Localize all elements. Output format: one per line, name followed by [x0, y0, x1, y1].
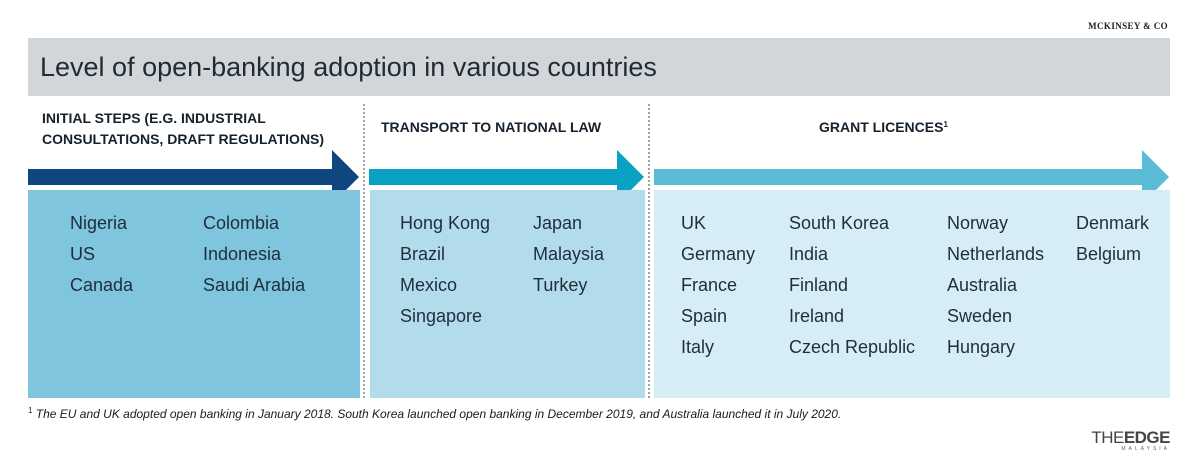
country-item: France	[681, 275, 738, 295]
country-item: Brazil	[400, 244, 446, 264]
country-item: Spain	[681, 306, 728, 326]
stage-3-arrow-shape	[654, 150, 1169, 204]
stage-3-column-1: UK Germany France Spain Italy	[681, 208, 755, 363]
country-item: Colombia	[203, 213, 280, 233]
divider-1	[363, 104, 365, 398]
country-item: US	[70, 244, 96, 264]
country-item: Saudi Arabia	[203, 275, 306, 295]
country-item: Norway	[947, 213, 1009, 233]
country-item: Netherlands	[947, 244, 1045, 264]
title-bar: Level of open-banking adoption in variou…	[28, 38, 1170, 96]
footnote: 1 The EU and UK adopted open banking in …	[28, 406, 841, 421]
publisher-logo: THEEDGE MALAYSIA	[1091, 428, 1170, 452]
page-title: Level of open-banking adoption in variou…	[40, 52, 657, 82]
logo-sub: MALAYSIA	[1121, 446, 1170, 452]
country-item: South Korea	[789, 213, 890, 233]
stage-3-heading-line-1: GRANT LICENCES	[819, 119, 944, 135]
country-item: Finland	[789, 275, 849, 295]
country-item: Hong Kong	[400, 213, 491, 233]
footnote-marker: 1	[943, 120, 948, 129]
country-item: Australia	[947, 275, 1018, 295]
stage-3-heading: GRANT LICENCES1	[819, 117, 948, 138]
country-item: Italy	[681, 337, 715, 357]
stage-3-column-3: Norway Netherlands Australia Sweden Hung…	[947, 208, 1044, 363]
country-item: India	[789, 244, 829, 264]
stage-1-heading: INITIAL STEPS (E.G. INDUSTRIAL CONSULTAT…	[42, 108, 324, 150]
country-item: Canada	[70, 275, 134, 295]
stage-1-panel: Nigeria US Canada Colombia Indonesia Sau…	[28, 190, 360, 398]
footnote-marker-number: 1	[28, 406, 33, 415]
country-item: Germany	[681, 244, 756, 264]
country-item: Nigeria	[70, 213, 128, 233]
stage-2-heading: TRANSPORT TO NATIONAL LAW	[381, 117, 601, 138]
footnote-text: The EU and UK adopted open banking in Ja…	[32, 407, 842, 421]
stage-3-column-4: Denmark Belgium	[1076, 208, 1149, 270]
country-item: Belgium	[1076, 244, 1142, 264]
country-item: Ireland	[789, 306, 845, 326]
country-item: UK	[681, 213, 707, 233]
logo-edge: EDGE	[1123, 428, 1171, 447]
stage-2-arrow-shape	[369, 150, 644, 204]
logo-the: THE	[1091, 428, 1124, 447]
country-item: Czech Republic	[789, 337, 916, 357]
country-item: Malaysia	[533, 244, 605, 264]
country-item: Hungary	[947, 337, 1016, 357]
country-item: Turkey	[533, 275, 588, 295]
stage-1-column-1: Nigeria US Canada	[70, 208, 133, 301]
country-item: Singapore	[400, 306, 483, 326]
country-item: Japan	[533, 213, 583, 233]
stage-2-panel: Hong Kong Brazil Mexico Singapore Japan …	[370, 190, 645, 398]
stage-2-heading-line-1: TRANSPORT TO NATIONAL LAW	[381, 119, 602, 135]
stage-1-heading-line-1: INITIAL STEPS (E.G. INDUSTRIAL	[42, 110, 266, 126]
country-item: Sweden	[947, 306, 1013, 326]
stage-1-arrow-shape	[28, 150, 359, 204]
stage-3-column-2: South Korea India Finland Ireland Czech …	[789, 208, 915, 363]
country-item: Indonesia	[203, 244, 282, 264]
stage-2-arrow	[369, 150, 644, 204]
country-item: Mexico	[400, 275, 458, 295]
divider-2	[648, 104, 650, 398]
stage-2-column-2: Japan Malaysia Turkey	[533, 208, 604, 301]
stage-3-panel: UK Germany France Spain Italy South Kore…	[654, 190, 1170, 398]
stage-2-column-1: Hong Kong Brazil Mexico Singapore	[400, 208, 490, 332]
stage-1-arrow	[28, 150, 359, 204]
stage-1-column-2: Colombia Indonesia Saudi Arabia	[203, 208, 305, 301]
stage-1-heading-line-2: CONSULTATIONS, DRAFT REGULATIONS)	[42, 131, 325, 147]
stage-3-arrow	[654, 150, 1169, 204]
source-label: MCKINSEY & CO	[1088, 21, 1168, 31]
country-item: Denmark	[1076, 213, 1150, 233]
